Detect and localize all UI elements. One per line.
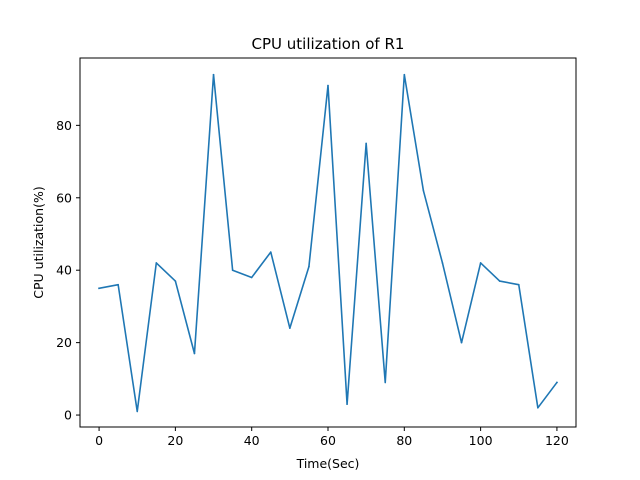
data-point [327, 84, 329, 87]
data-point [517, 283, 520, 286]
data-point [422, 189, 425, 192]
x-tick-label: 0 [95, 433, 103, 448]
data-point [556, 381, 558, 384]
data-point [136, 410, 139, 413]
data-point [289, 327, 291, 329]
y-tick-label: 40 [56, 263, 72, 278]
data-point [365, 142, 367, 145]
y-axis: 0 20 40 60 80 [56, 118, 80, 423]
y-tick-label: 20 [56, 335, 72, 350]
data-point [308, 265, 310, 268]
data-point [98, 287, 100, 290]
data-point [498, 280, 501, 282]
plot-area [98, 73, 559, 413]
y-tick-label: 80 [56, 118, 72, 133]
x-tick-label: 20 [167, 433, 183, 448]
x-tick-label: 40 [244, 433, 260, 448]
data-point [174, 280, 177, 282]
data-point [193, 352, 196, 355]
data-point [155, 262, 158, 264]
data-point [346, 403, 348, 405]
x-tick-label: 100 [469, 433, 493, 448]
data-point [537, 407, 539, 409]
data-point [269, 251, 272, 253]
data-point [212, 73, 215, 76]
x-axis-title: Time(Sec) [296, 456, 360, 471]
data-point [231, 269, 234, 272]
chart-title: CPU utilization of R1 [252, 35, 405, 53]
data-point [250, 276, 253, 279]
x-tick-label: 80 [396, 433, 412, 448]
x-axis: 0 20 40 60 80 100 120 [95, 427, 569, 448]
y-tick-label: 0 [64, 408, 72, 423]
data-point [117, 283, 119, 286]
data-point [460, 341, 463, 344]
data-point [441, 262, 444, 264]
data-point [384, 381, 387, 384]
y-axis-title: CPU utilization(%) [31, 186, 46, 298]
x-tick-label: 120 [545, 433, 569, 448]
data-point [403, 73, 406, 76]
data-point [479, 262, 482, 264]
x-tick-label: 60 [320, 433, 336, 448]
y-tick-label: 60 [56, 190, 72, 205]
